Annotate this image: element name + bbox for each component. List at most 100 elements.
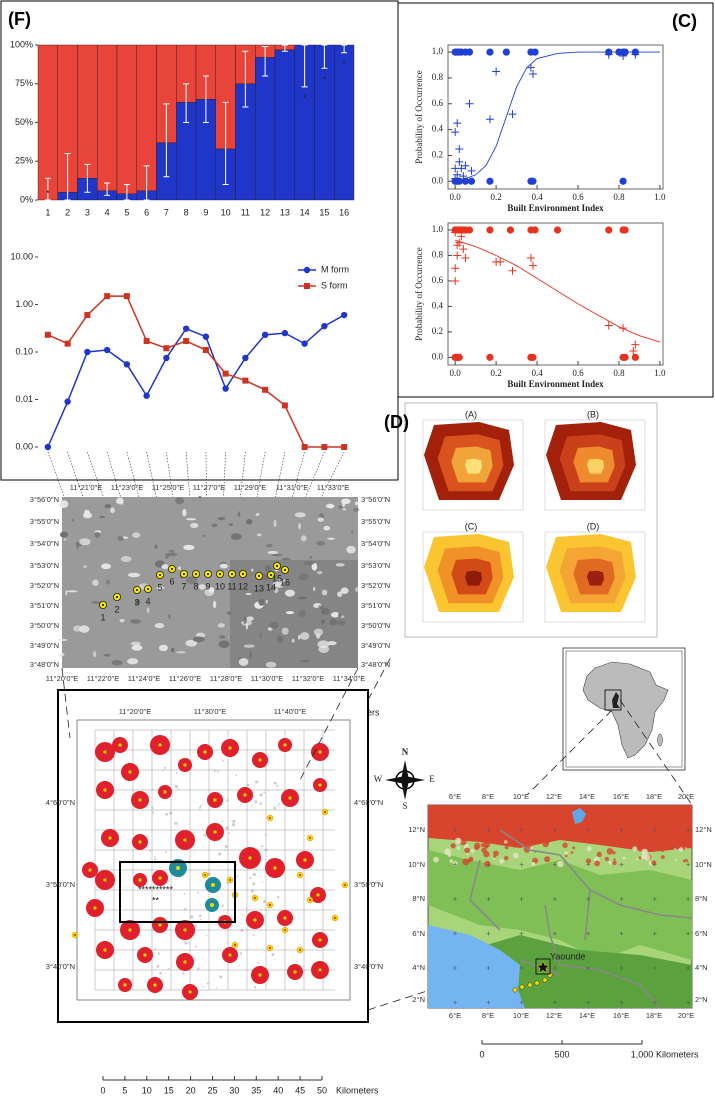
urban-texture: [239, 972, 241, 973]
urban-texture: [194, 924, 197, 927]
lon-label: 8°E: [482, 792, 494, 801]
image-texture: [300, 535, 307, 542]
image-texture: [271, 554, 283, 557]
image-texture: [198, 584, 206, 590]
graticule: [586, 1000, 591, 1005]
graticule: [652, 931, 657, 936]
image-texture: [230, 533, 242, 541]
scale-label: 45: [295, 1085, 305, 1095]
point-marker: [619, 324, 628, 333]
error-bar: [202, 75, 209, 123]
urban-texture: [252, 872, 256, 876]
arid-texture: [636, 858, 639, 861]
site-dot: [318, 783, 322, 787]
point-marker: [182, 325, 190, 332]
urban-texture: [259, 802, 263, 805]
map-title: (C): [465, 521, 478, 531]
graticule: [586, 966, 591, 970]
site-dot: [248, 856, 252, 860]
urban-texture: [196, 891, 199, 894]
point-marker: [163, 345, 170, 352]
image-texture: [255, 512, 260, 517]
site-dot: [103, 788, 107, 792]
point-marker: [529, 177, 537, 185]
image-texture: [198, 495, 202, 499]
cameroon: [612, 692, 620, 708]
image-texture: [298, 523, 301, 530]
point-marker: [183, 338, 190, 345]
x-axis-label: Built Environment Index: [507, 379, 604, 389]
point-marker: [281, 402, 288, 409]
zoom-line: [619, 699, 693, 806]
urban-texture: [164, 857, 166, 859]
image-texture: [92, 651, 97, 658]
x-tick-label: 0.0: [450, 192, 462, 202]
scale-label: 25: [207, 1085, 217, 1095]
point-marker: [64, 340, 71, 347]
urban-texture: [177, 788, 180, 791]
image-texture: [272, 580, 282, 588]
lon-label: 11°25'0"E: [152, 483, 184, 492]
site-dot: [183, 763, 187, 767]
point-marker: [103, 346, 111, 354]
graticule: [586, 931, 591, 936]
urban-texture: [159, 971, 162, 975]
image-texture: [212, 600, 217, 609]
image-texture: [313, 586, 316, 591]
image-texture: [267, 550, 279, 554]
image-texture: [237, 511, 241, 517]
site-dot: [219, 573, 221, 575]
map-contour: [586, 570, 605, 586]
transect-stars: **: [152, 895, 160, 905]
site-dot: [103, 948, 107, 952]
image-texture: [340, 615, 345, 619]
x-tick-label: 0.6: [572, 368, 584, 378]
site-dot: [293, 970, 297, 974]
lon-label: 6°E: [449, 792, 461, 801]
site-label: 5: [157, 582, 162, 592]
image-texture: [265, 599, 268, 604]
site-dot: [299, 949, 301, 951]
image-texture: [259, 632, 262, 639]
bar-segment: [37, 44, 58, 201]
arid-texture: [470, 848, 475, 853]
y-tick-label: 1.00: [15, 299, 33, 309]
arid-texture: [444, 848, 452, 856]
graticule: [552, 931, 557, 936]
x-tick-label: 1.0: [654, 368, 666, 378]
site-marker: [542, 977, 548, 983]
arid-texture: [648, 861, 652, 864]
image-texture: [341, 500, 346, 508]
arid-texture: [462, 858, 470, 866]
panel-label: (F): [8, 9, 31, 29]
arid-texture: [474, 845, 479, 851]
site-dot: [269, 904, 271, 906]
site-dot: [123, 983, 127, 987]
lon-label: 11°27'0"E: [193, 483, 225, 492]
site-dot: [103, 750, 107, 754]
point-marker: [465, 226, 474, 234]
image-texture: [128, 572, 140, 578]
annotation: *: [342, 59, 346, 69]
site-dot: [228, 746, 232, 750]
graticule: [652, 966, 657, 970]
urban-texture: [167, 967, 170, 970]
plot-frame: [447, 44, 664, 190]
graticule: [486, 897, 491, 901]
urban-texture: [263, 791, 266, 794]
y-tick-label: 0.10: [15, 346, 33, 356]
point-marker: [457, 232, 466, 241]
point-marker: [455, 353, 463, 361]
graticule: [652, 1000, 657, 1005]
graticule: [519, 897, 524, 901]
vegetation-zone: [470, 935, 692, 1008]
site-dot: [203, 750, 207, 754]
arid-texture: [562, 842, 568, 849]
arid-texture: [640, 854, 646, 860]
arid-texture: [660, 855, 665, 860]
error-bar: [104, 182, 111, 196]
site-dot: [299, 874, 301, 876]
urban-texture: [239, 952, 242, 955]
urban-texture: [221, 904, 224, 907]
error-bar: [281, 44, 288, 52]
